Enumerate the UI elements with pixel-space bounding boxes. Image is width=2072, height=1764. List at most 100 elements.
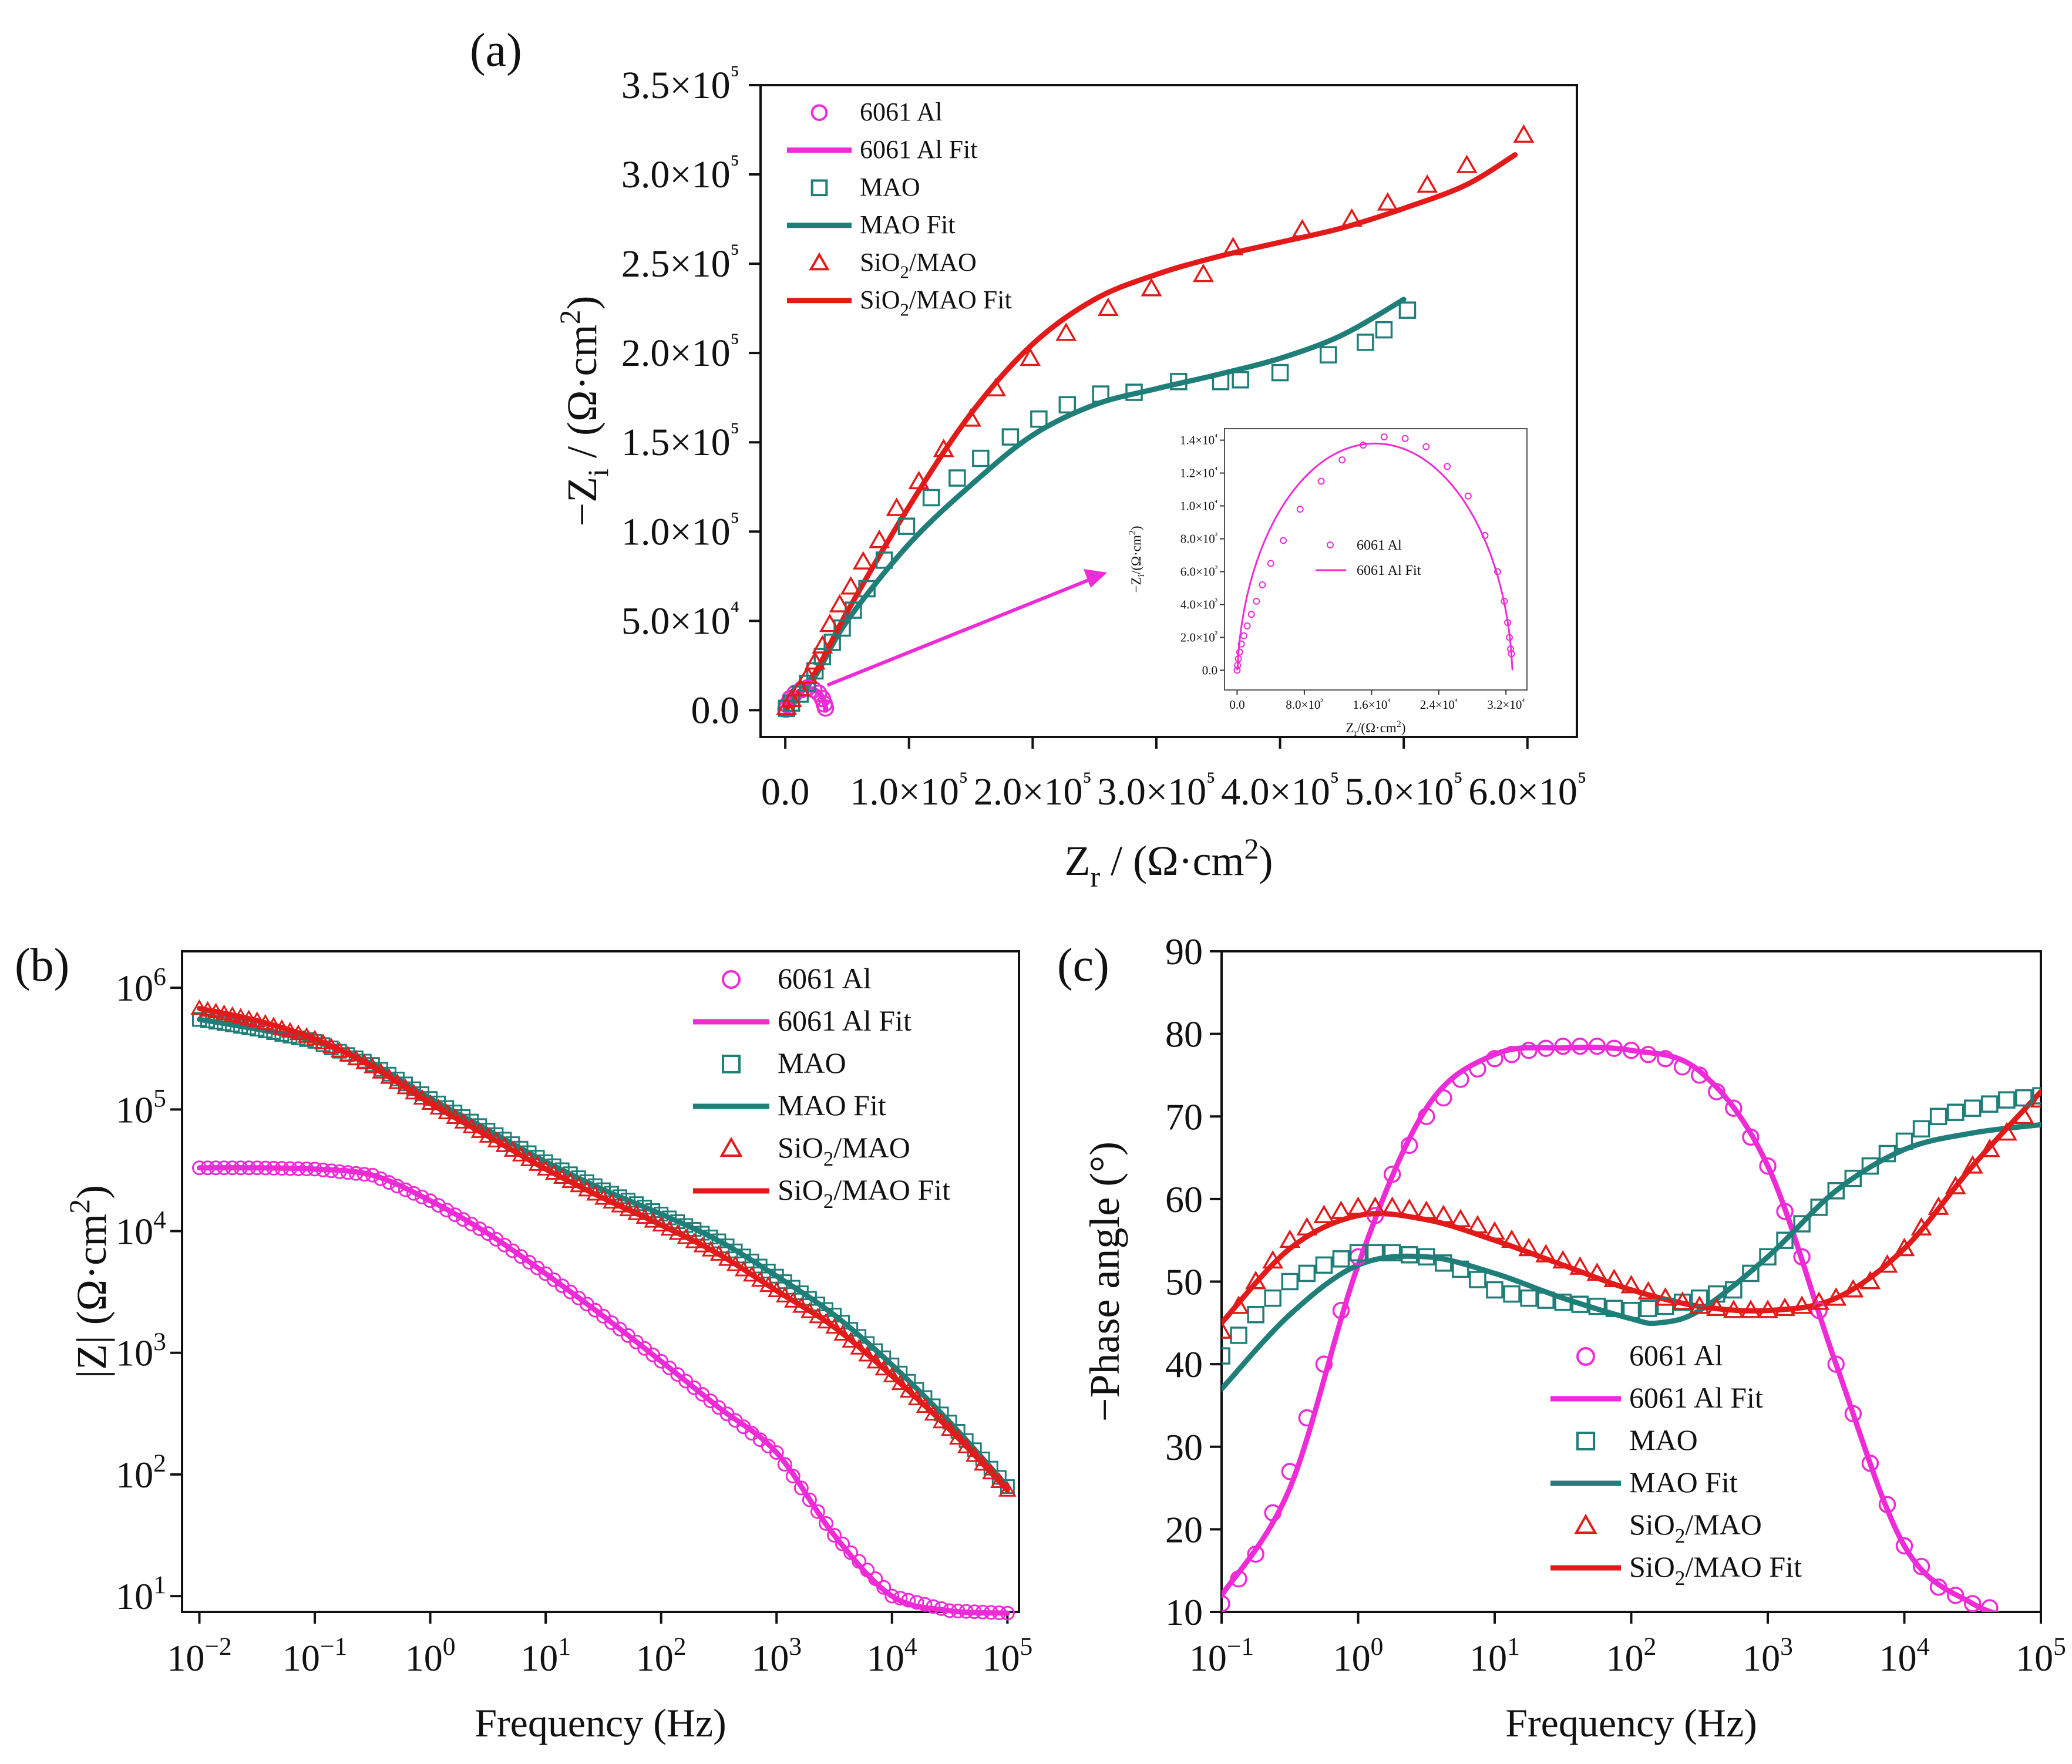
x-tick-label: 6.0×10⁵ [1468,766,1586,813]
data-point-sio2 [886,497,907,516]
data-point-sio2 [438,1103,456,1119]
data-point-mao [922,489,940,507]
data-point-sio2 [1859,1271,1881,1290]
y-tick-label: 106 [116,962,166,1009]
legend-label: SiO2/MAO [778,1131,910,1170]
data-point-mao [1827,1182,1845,1200]
data-point-sio2 [396,1078,415,1095]
y-axis-title: |Z| (Ω·cm2) [63,1185,115,1378]
data-point-sio2 [817,1312,835,1329]
data-point-al [274,1161,290,1176]
data-point-mao [1332,1250,1350,1268]
data-point-sio2 [603,1193,621,1209]
inset-data-point [1253,597,1260,605]
data-point-sio2 [850,1339,868,1355]
data-point-al [1452,1070,1469,1088]
data-point-sio2 [479,1127,497,1143]
data-point-sio2 [1347,1196,1369,1215]
data-point-al [1964,1595,1982,1612]
plot-frame [181,950,1020,1613]
inset-data-point [1259,581,1266,588]
y-tick-label: 2.0×10⁵ [621,328,739,375]
data-point-al [1503,1046,1521,1063]
data-point-sio2 [819,613,840,632]
data-point-al [348,1166,364,1181]
legend-label: 6061 Al [1629,1339,1723,1372]
data-point-sio2 [833,1325,852,1341]
y-tick-label: 3.5×10⁵ [621,60,739,107]
data-point-sio2 [1279,1229,1301,1248]
data-point-mao [845,601,862,619]
data-point-sio2 [660,1220,678,1236]
inset-data-point [1494,568,1501,575]
data-point-sio2 [998,1481,1017,1497]
inset-y-tick-label: 2.0×10³ [1180,630,1217,644]
data-point-al [1759,1157,1777,1175]
data-point-mao [1170,373,1188,390]
y-tick-label: 0.0 [691,689,740,732]
data-point-sio2 [1193,263,1214,282]
data-point-al [200,1160,216,1176]
data-point-sio2 [2030,1089,2041,1108]
data-point-al [423,1193,438,1208]
legend-marker-al [810,104,828,122]
data-point-sio2 [1620,1275,1642,1294]
data-point-mao [629,1196,644,1211]
data-point-sio2 [199,1001,217,1017]
data-point-sio2 [1296,1217,1318,1236]
x-tick-label: 0.0 [761,770,810,813]
data-point-sio2 [1432,1204,1454,1223]
data-point-sio2 [1341,208,1363,227]
inset-x-axis-title: Zr/(Ω·cm2) [1346,719,1406,738]
data-point-al [1673,1058,1691,1076]
inset-data-point [1444,463,1451,470]
data-point-al [1878,1496,1896,1513]
data-point-al [1725,1099,1743,1117]
data-point-mao [1742,1264,1760,1282]
data-point-sio2 [1928,1196,1949,1215]
data-point-al [208,1160,224,1176]
data-point-sio2 [297,1027,316,1043]
bode-magnitude-chart: 10−2 10−1 100 101 102 103 104 105 101 102 103 104 10… [63,950,1032,1745]
x-tick-label: 105 [2016,1632,2066,1679]
data-point-al [191,1160,207,1176]
x-tick-label: 3.0×10⁵ [1097,766,1215,813]
data-point-mao [678,1218,694,1233]
y-tick-label: 20 [1165,1509,1203,1550]
data-point-sio2 [462,1117,481,1133]
data-point-sio2 [421,1094,439,1110]
data-point-sio2 [512,1146,530,1162]
data-point-sio2 [248,1011,266,1028]
data-point-sio2 [1466,1215,1488,1234]
data-point-al [1622,1042,1640,1059]
data-point-sio2 [1330,1200,1352,1219]
legend-marker-sio2 [1574,1513,1597,1534]
x-axis-title: Frequency (Hz) [1505,1701,1757,1745]
data-point-al [291,1161,306,1176]
data-point-sio2 [223,1006,241,1022]
legend-label: SiO2/MAO Fit [1629,1550,1802,1590]
legend-label: 6061 Al Fit [778,1004,911,1037]
data-point-al [299,1162,314,1177]
phase-plot-area [1222,1037,2041,1612]
fit-line-sio2 [196,1005,1010,1493]
data-point-sio2 [1603,1268,1625,1287]
data-point-al [448,1207,463,1223]
data-point-sio2 [536,1160,555,1176]
inset-data-point [1508,650,1515,658]
panel-label-a: (a) [470,25,522,76]
y-tick-label: 5.0×10⁴ [621,595,739,642]
data-point-sio2 [470,1122,489,1138]
y-tick-label: 105 [116,1084,166,1130]
data-point-mao [1281,1272,1299,1291]
data-point-mao [1400,1246,1418,1264]
data-point-al [1776,1203,1794,1220]
inset-data-point [1464,492,1472,500]
data-point-sio2 [973,1455,992,1471]
data-point-sio2 [693,1237,712,1253]
data-point-sio2 [487,1132,506,1147]
plot-frame [759,84,1578,738]
data-point-sio2 [677,1228,695,1244]
data-point-mao [637,1200,652,1215]
inset-arrow [826,576,1095,687]
